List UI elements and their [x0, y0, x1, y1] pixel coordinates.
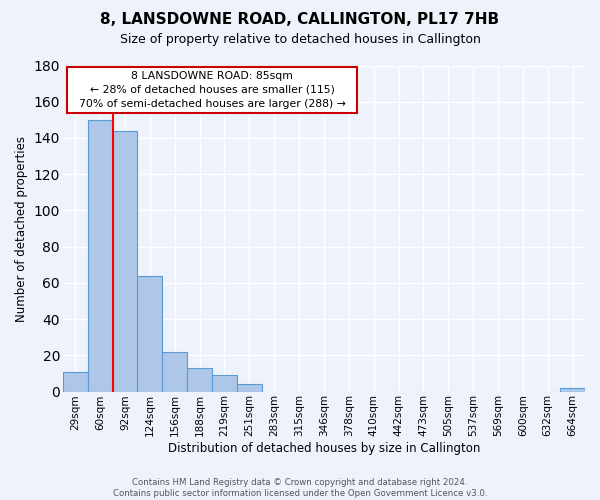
- Y-axis label: Number of detached properties: Number of detached properties: [15, 136, 28, 322]
- Bar: [212, 375, 237, 392]
- Bar: [137, 276, 162, 392]
- Bar: [63, 372, 88, 392]
- X-axis label: Distribution of detached houses by size in Callington: Distribution of detached houses by size …: [168, 442, 480, 455]
- Text: Contains HM Land Registry data © Crown copyright and database right 2024.
Contai: Contains HM Land Registry data © Crown c…: [113, 478, 487, 498]
- Text: Size of property relative to detached houses in Callington: Size of property relative to detached ho…: [119, 32, 481, 46]
- Bar: [560, 388, 585, 392]
- Bar: [187, 368, 212, 392]
- Bar: [237, 384, 262, 392]
- Text: 8, LANSDOWNE ROAD, CALLINGTON, PL17 7HB: 8, LANSDOWNE ROAD, CALLINGTON, PL17 7HB: [100, 12, 500, 28]
- Bar: [113, 130, 137, 392]
- Bar: [88, 120, 113, 392]
- Bar: [162, 352, 187, 392]
- Text: 8 LANSDOWNE ROAD: 85sqm  
  ← 28% of detached houses are smaller (115)  
  70% o: 8 LANSDOWNE ROAD: 85sqm ← 28% of detache…: [71, 71, 352, 109]
